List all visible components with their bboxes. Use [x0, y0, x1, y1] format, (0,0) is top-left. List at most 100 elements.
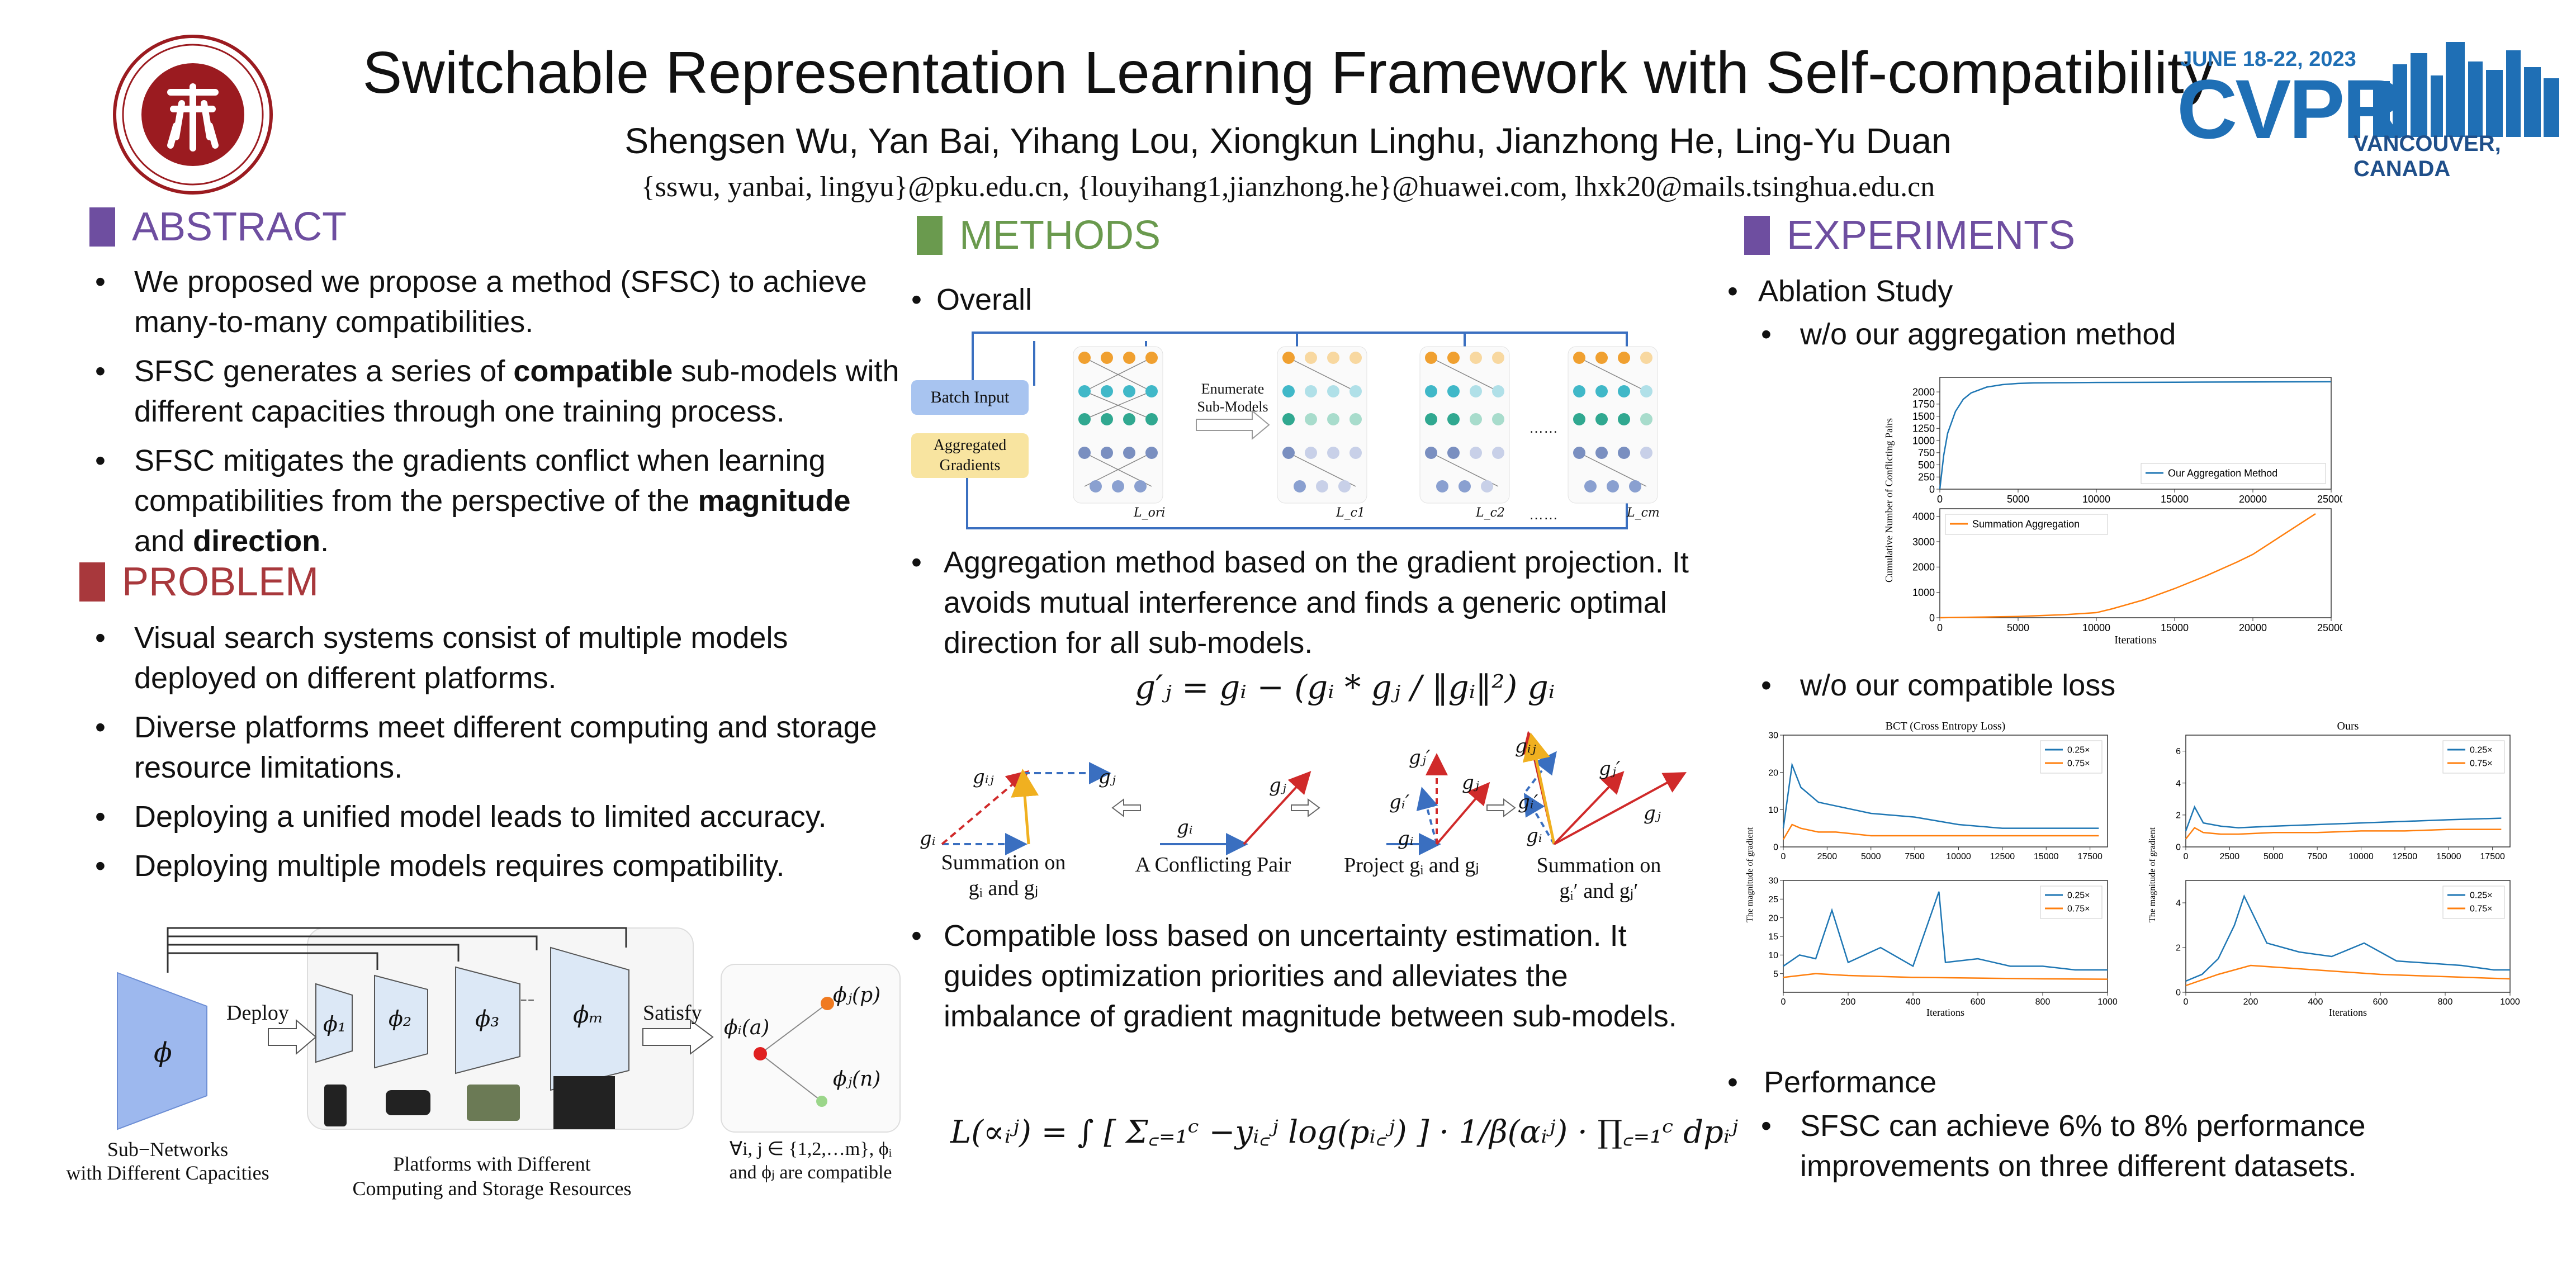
- framework-diagram: [966, 332, 1658, 529]
- series-line: [2185, 805, 2502, 831]
- phi-i-a-label: ϕᵢ(a): [724, 1016, 770, 1039]
- phi3-label: ϕ₃: [475, 1006, 500, 1032]
- x-tick-label: 400: [1906, 997, 1921, 1007]
- x-tick-label: 800: [2438, 997, 2453, 1007]
- caption-summation-2: Summation on gᵢ′ and gⱼ′: [1536, 854, 1661, 903]
- loss-c2-label: L_c2: [1476, 506, 1505, 520]
- y-tick-label: 10: [1768, 951, 1778, 960]
- chart-frame: [1783, 735, 2108, 847]
- y-tick-label: 6: [2176, 747, 2181, 756]
- phi1-label: ϕ₁: [323, 1012, 347, 1036]
- x-tick-label: 5000: [1861, 852, 1881, 861]
- y-tick-label: 3000: [1912, 536, 1935, 547]
- phi-j-n-label: ϕⱼ(n): [833, 1068, 881, 1091]
- gi-label-3: gᵢ: [1398, 827, 1414, 850]
- deployment-diagram: --: [117, 927, 901, 1133]
- experiments-ablation-list: Ablation Study: [1722, 271, 2538, 320]
- x-tick-label: 12500: [1990, 852, 2015, 861]
- gij-label-2: gᵢⱼ: [1515, 735, 1536, 757]
- dots-2: ……: [1529, 506, 1558, 523]
- legend-box: [2040, 740, 2103, 774]
- deployment-figure: -- ϕ Deploy ϕ₁ ϕ₂ ϕ₃ ϕₘ Satisfy ϕⱼ(p) ϕᵢ…: [61, 917, 911, 1219]
- series-line: [2185, 964, 2511, 987]
- cvpr-dates: JUNE 18-22, 2023: [2180, 48, 2356, 71]
- gradient-vector-figure: gᵢⱼ gⱼ gᵢ gᵢ gⱼ gᵢ′ gⱼ′ gᵢ gⱼ gᵢⱼ gⱼ′ gᵢ…: [917, 724, 1688, 914]
- chart-frame: [2185, 880, 2511, 993]
- y-tick-label: 20: [1768, 768, 1778, 778]
- pku-seal-icon: [113, 35, 273, 195]
- chart-title: Ours: [2337, 720, 2359, 732]
- x-axis-label: Iterations: [2329, 1007, 2367, 1018]
- series-line: [1939, 381, 2332, 490]
- x-tick-label: 0: [2184, 852, 2189, 861]
- deploy-label: Deploy: [226, 1001, 289, 1025]
- problem-item-1: Visual search systems consist of multipl…: [89, 618, 906, 698]
- x-tick-label: 7500: [2307, 852, 2327, 861]
- y-tick-label: 30: [1768, 877, 1778, 886]
- caption-summation-1: Summation on gᵢ and gⱼ: [941, 851, 1066, 900]
- series-line: [1939, 513, 2316, 619]
- x-tick-label: 600: [1971, 997, 1986, 1007]
- compatible-loss-equation: L(∝ᵢʲ) = ∫ [ Σ꜀₌₁ᶜ −yᵢ꜀ʲ log(pᵢ꜀ʲ) ] · 1…: [950, 1114, 1738, 1150]
- svg-text:--: --: [520, 987, 535, 1011]
- methods-marker: [917, 216, 943, 255]
- legend-box: [2442, 740, 2505, 774]
- experiments-performance-detail-list: SFSC can achieve 6% to 8% performance im…: [1755, 1106, 2538, 1195]
- y-tick-label: 0: [2176, 843, 2181, 853]
- aggregation-charts-svg: 0500010000150002000025000025050075010001…: [1883, 377, 2345, 646]
- x-tick-label: 400: [2308, 997, 2323, 1007]
- x-tick-label: 15000: [2161, 622, 2189, 633]
- loss-ori-label: L_ori: [1134, 506, 1166, 520]
- main-network-shape: [117, 972, 207, 1130]
- x-tick-label: 5000: [2264, 852, 2284, 861]
- problem-title: PROBLEM: [122, 560, 319, 604]
- abstract-item-3: SFSC mitigates the gradients conflict wh…: [89, 441, 906, 561]
- y-tick-label: 4: [2176, 779, 2181, 788]
- chart-frame: [1939, 508, 2332, 618]
- problem-heading: PROBLEM: [79, 559, 319, 605]
- abstract-title: ABSTRACT: [132, 205, 347, 249]
- x-tick-label: 10000: [1946, 852, 1971, 861]
- y-tick-label: 4000: [1912, 511, 1935, 522]
- gi-label-1: gᵢ: [920, 827, 936, 850]
- experiments-ablation: Ablation Study: [1722, 271, 2538, 311]
- x-tick-label: 5000: [2007, 494, 2029, 505]
- x-tick-label: 1000: [2500, 997, 2520, 1007]
- legend-box: [1945, 514, 2108, 535]
- abstract-list: We proposed we propose a method (SFSC) t…: [89, 262, 906, 570]
- loss-c1-label: L_c1: [1336, 506, 1365, 520]
- x-tick-label: 15000: [2161, 494, 2189, 505]
- projection-equation: g′ⱼ = gᵢ − (gᵢ * gⱼ / ‖gᵢ‖²) gᵢ: [1135, 668, 1555, 706]
- caption-project: Project gᵢ and gⱼ: [1344, 854, 1479, 877]
- x-tick-label: 7500: [1905, 852, 1925, 861]
- pku-logo: [109, 31, 277, 198]
- loss-cm-label: L_cm: [1627, 506, 1660, 520]
- x-tick-label: 0: [1781, 852, 1786, 861]
- y-tick-label: 1500: [1912, 411, 1935, 422]
- legend-box: [2141, 463, 2326, 484]
- x-tick-label: 15000: [2034, 852, 2059, 861]
- phim-label: ϕₘ: [573, 1001, 604, 1028]
- methods-overall-list: Overall: [906, 280, 1688, 329]
- legend-label: 0.25×: [2470, 746, 2492, 755]
- y-tick-label: 750: [1918, 447, 1935, 458]
- experiments-performance-detail: SFSC can achieve 6% to 8% performance im…: [1755, 1106, 2538, 1186]
- gj-label-4: gⱼ: [1644, 802, 1661, 825]
- x-axis-label: Iterations: [1926, 1007, 1964, 1018]
- y-tick-label: 2000: [1912, 562, 1935, 573]
- legend-label: Summation Aggregation: [1972, 518, 2080, 529]
- y-tick-label: 1000: [1912, 435, 1935, 446]
- chart-frame: [2185, 735, 2511, 847]
- compat-caption: ∀i, j ∈ {1,2,…m}, ϕᵢ and ϕⱼ are compatibl…: [729, 1139, 892, 1183]
- chart-title: BCT (Cross Entropy Loss): [1886, 720, 2006, 732]
- x-tick-label: 800: [2035, 997, 2051, 1007]
- abstract-marker: [89, 207, 115, 247]
- y-tick-label: 0: [1929, 612, 1935, 623]
- gi-prime-label-2: gᵢ′: [1518, 791, 1538, 813]
- x-tick-label: 200: [2243, 997, 2258, 1007]
- experiments-wo-compatible-list: w/o our compatible loss: [1755, 665, 2538, 714]
- cvpr-location: VANCOUVER, CANADA: [2354, 131, 2501, 181]
- problem-marker: [79, 562, 105, 602]
- y-axis-label: The magnitude of gradient: [1745, 827, 1755, 922]
- y-tick-label: 25: [1768, 895, 1778, 905]
